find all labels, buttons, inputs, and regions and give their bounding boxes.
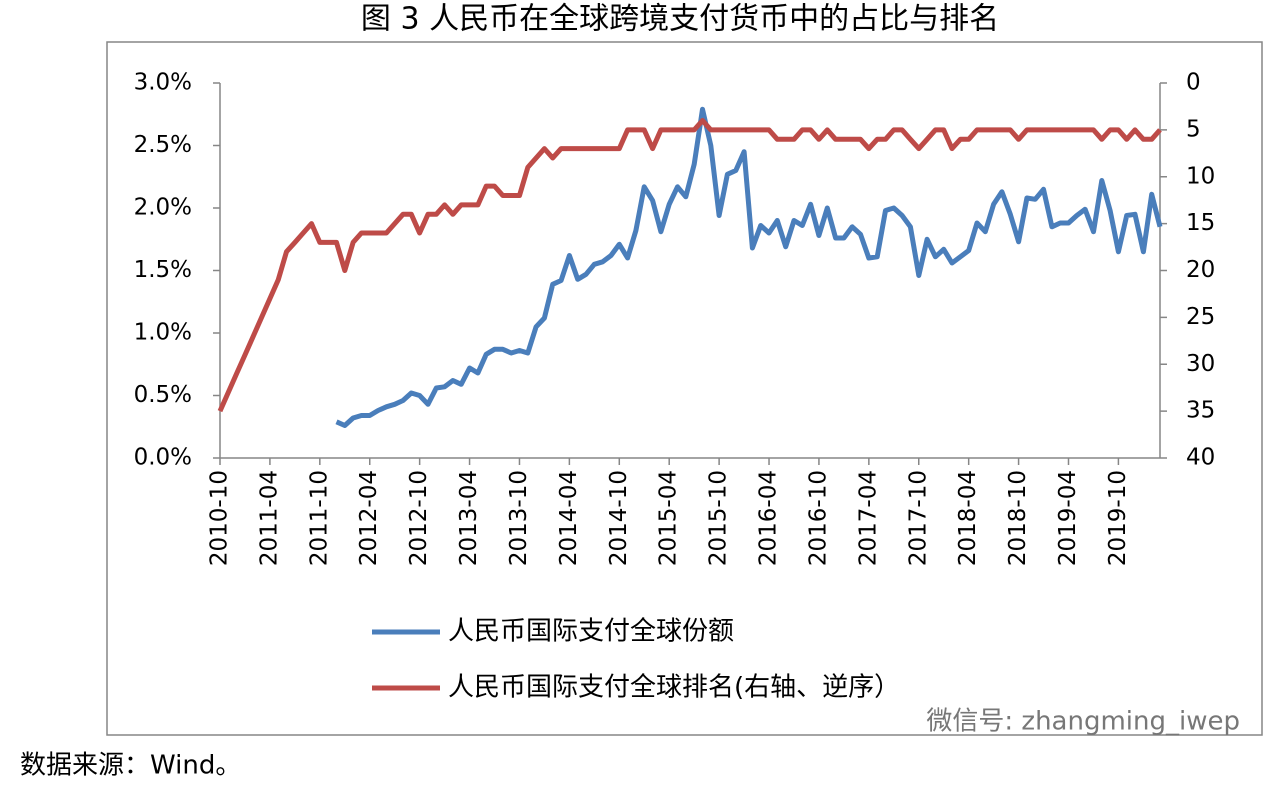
x-tick-label: 2017-10 — [905, 470, 931, 566]
x-tick-label: 2018-10 — [1005, 470, 1031, 566]
x-tick-label: 2013-10 — [506, 470, 532, 566]
y2-tick-label: 0 — [1186, 70, 1201, 96]
y2-tick-label: 20 — [1186, 257, 1215, 283]
x-tick-label: 2012-04 — [356, 470, 382, 566]
y2-tick-label: 35 — [1186, 398, 1215, 424]
series-line — [335, 106, 1163, 428]
source-note: 数据来源：Wind。 — [20, 751, 241, 781]
legend-label: 人民币国际支付全球排名(右轴、逆序） — [448, 673, 900, 703]
x-tick-label: 2014-10 — [606, 470, 632, 566]
y-tick-label: 2.0% — [134, 195, 192, 221]
x-tick-label: 2018-04 — [955, 470, 981, 566]
y-tick-label: 1.0% — [134, 320, 192, 346]
x-tick-label: 2019-04 — [1055, 470, 1081, 566]
legend-label: 人民币国际支付全球份额 — [448, 617, 734, 647]
chart-frame — [106, 41, 1263, 736]
y-tick-label: 1.5% — [134, 257, 192, 283]
watermark: 微信号: zhangming_iwep — [926, 707, 1240, 737]
y-tick-label: 0.0% — [134, 445, 192, 471]
chart-title: 图 3 人民币在全球跨境支付货币中的占比与排名 — [361, 2, 999, 37]
x-tick-label: 2019-10 — [1105, 470, 1131, 566]
x-tick-label: 2016-04 — [756, 470, 782, 566]
y2-tick-label: 40 — [1186, 445, 1215, 471]
x-tick-label: 2015-04 — [656, 470, 682, 566]
x-tick-label: 2013-04 — [456, 470, 482, 566]
x-tick-label: 2016-10 — [805, 470, 831, 566]
y2-tick-label: 10 — [1186, 163, 1215, 189]
x-tick-label: 2010-10 — [207, 470, 233, 566]
y2-tick-label: 25 — [1186, 304, 1215, 330]
y2-tick-label: 5 — [1186, 116, 1201, 142]
x-tick-label: 2015-10 — [706, 470, 732, 566]
y2-tick-label: 30 — [1186, 351, 1215, 377]
x-tick-label: 2011-10 — [306, 470, 332, 566]
x-tick-label: 2012-10 — [406, 470, 432, 566]
x-tick-label: 2011-04 — [256, 470, 282, 566]
y-tick-label: 3.0% — [134, 70, 192, 96]
x-tick-label: 2014-04 — [556, 470, 582, 566]
y-tick-label: 0.5% — [134, 382, 192, 408]
y-tick-label: 2.5% — [134, 132, 192, 158]
y2-tick-label: 15 — [1186, 210, 1215, 236]
x-tick-label: 2017-04 — [855, 470, 881, 566]
series-line — [217, 118, 1162, 413]
